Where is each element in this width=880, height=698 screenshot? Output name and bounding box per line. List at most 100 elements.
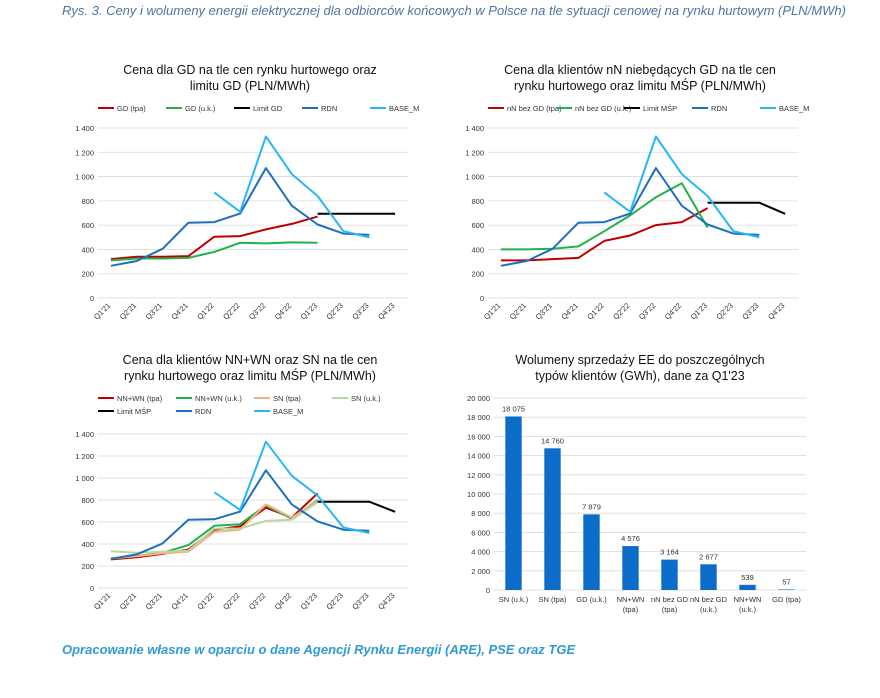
x-tick-label: nN bez GD [690,595,728,604]
x-tick-label: NN+WN [617,595,645,604]
y-tick-label: 0 [480,294,484,303]
legend-label: BASE_M [273,407,303,416]
series-line-sn-u-k- [110,501,319,554]
y-tick-label: 20 000 [467,394,490,403]
x-tick-label: Q3'21 [144,301,164,321]
y-tick-label: 8 000 [471,509,490,518]
y-tick-label: 12 000 [467,471,490,480]
data-label: 539 [741,573,754,582]
chart-nnwn-sn-price: Cena dla klientów NN+WN oraz SN na tle c… [75,353,408,611]
x-tick-label: Q3'23 [350,301,370,321]
x-tick-label: Q3'22 [247,591,267,611]
data-label: 3 164 [660,548,679,557]
x-tick-label: Q4'22 [273,301,293,321]
chart-nn-price: Cena dla klientów nN niebędących GD na t… [465,63,809,321]
chart-title: Wolumeny sprzedaży EE do poszczególnych [515,353,764,367]
y-tick-label: 1 000 [75,173,94,182]
x-tick-label: Q2'21 [118,301,138,321]
y-tick-label: 4 000 [471,548,490,557]
series-line-rdn [110,469,370,560]
legend-label: Limit MŚP [643,104,677,113]
y-tick-label: 18 000 [467,413,490,422]
series-line-nn-bez-gd-u-k- [500,182,709,251]
x-tick-label: Q4'21 [559,301,579,321]
x-tick-label: Q2'23 [324,301,344,321]
x-tick-label: Q3'23 [350,591,370,611]
chart-title: typów klientów (GWh), dane za Q1'23 [535,369,744,383]
series-line-sn-tpa- [110,500,319,560]
x-tick-label: Q2'21 [118,591,138,611]
x-tick-label: Q3'21 [534,301,554,321]
x-tick-label: nN bez GD [651,595,689,604]
y-tick-label: 0 [486,586,490,595]
x-tick-label: Q3'22 [637,301,657,321]
y-tick-label: 16 000 [467,432,490,441]
y-tick-label: 400 [81,540,94,549]
legend-label: RDN [321,104,337,113]
legend-label: RDN [195,407,211,416]
chart-volumes-bar: Wolumeny sprzedaży EE do poszczególnych t… [467,353,806,614]
series-line-base-m [213,440,370,534]
y-tick-label: 800 [81,496,94,505]
x-tick-label: SN (tpa) [539,595,567,604]
data-label: 4 576 [621,534,640,543]
y-tick-label: 2 000 [471,567,490,576]
y-tick-label: 800 [81,197,94,206]
x-tick-label: Q4'23 [376,301,396,321]
figure-caption: Rys. 3. Ceny i wolumeny energii elektryc… [62,3,846,18]
x-tick-label: Q4'22 [663,301,683,321]
legend-label: RDN [711,104,727,113]
x-tick-label: Q1'23 [689,301,709,321]
x-tick-label: GD (tpa) [772,595,801,604]
y-tick-label: 200 [81,562,94,571]
bar [700,564,717,590]
chart-title: Cena dla klientów nN niebędących GD na t… [504,63,776,77]
chart-gd-price: Cena dla GD na tle cen rynku hurtowego o… [75,63,419,321]
x-tick-label: Q1'22 [195,301,215,321]
chart-title: Cena dla klientów NN+WN oraz SN na tle c… [123,353,378,367]
y-tick-label: 1 000 [465,173,484,182]
x-tick-label: Q2'23 [714,301,734,321]
bar [544,448,561,590]
x-tick-label: Q4'22 [273,591,293,611]
x-tick-label: Q1'22 [585,301,605,321]
series-line-rdn [500,167,760,267]
y-tick-label: 1 200 [75,148,94,157]
chart-title: rynku hurtowego oraz limitu MŚP (PLN/MWh… [514,78,766,93]
legend-label: BASE_M [389,104,419,113]
x-tick-label: Q4'23 [376,591,396,611]
source-note: Opracowanie własne w oparciu o dane Agen… [62,642,576,657]
y-tick-label: 800 [471,197,484,206]
legend-label: nN bez GD (u.k.) [575,104,632,113]
x-tick-label: Q3'21 [144,591,164,611]
x-tick-label: Q1'21 [92,591,112,611]
series-line-limit-m-p [317,500,396,513]
y-tick-label: 600 [81,518,94,527]
y-tick-label: 14 000 [467,452,490,461]
x-tick-label: Q1'23 [299,591,319,611]
x-tick-label: Q2'22 [221,301,241,321]
y-tick-label: 200 [81,270,94,279]
x-tick-label: Q1'21 [92,301,112,321]
y-tick-label: 6 000 [471,528,490,537]
series-line-rdn [110,167,370,267]
y-tick-label: 1 200 [75,452,94,461]
y-tick-label: 1 200 [465,148,484,157]
legend-label: SN (tpa) [273,394,301,403]
x-tick-label: Q3'22 [247,301,267,321]
legend-label: Limit GD [253,104,283,113]
y-tick-label: 1 400 [75,124,94,133]
legend-label: nN bez GD (tpa) [507,104,562,113]
y-tick-label: 400 [471,245,484,254]
y-tick-label: 200 [471,270,484,279]
y-tick-label: 400 [81,245,94,254]
y-tick-label: 600 [81,221,94,230]
x-tick-label: Q1'23 [299,301,319,321]
y-tick-label: 10 000 [467,490,490,499]
chart-title: Cena dla GD na tle cen rynku hurtowego o… [123,63,377,77]
series-line-limit-m-p [707,201,786,215]
legend-label: GD (u.k.) [185,104,216,113]
legend-label: NN+WN (tpa) [117,394,163,403]
legend-label: SN (u.k.) [351,394,381,403]
chart-title: rynku hurtowego oraz limitu MŚP (PLN/MWh… [124,368,376,383]
